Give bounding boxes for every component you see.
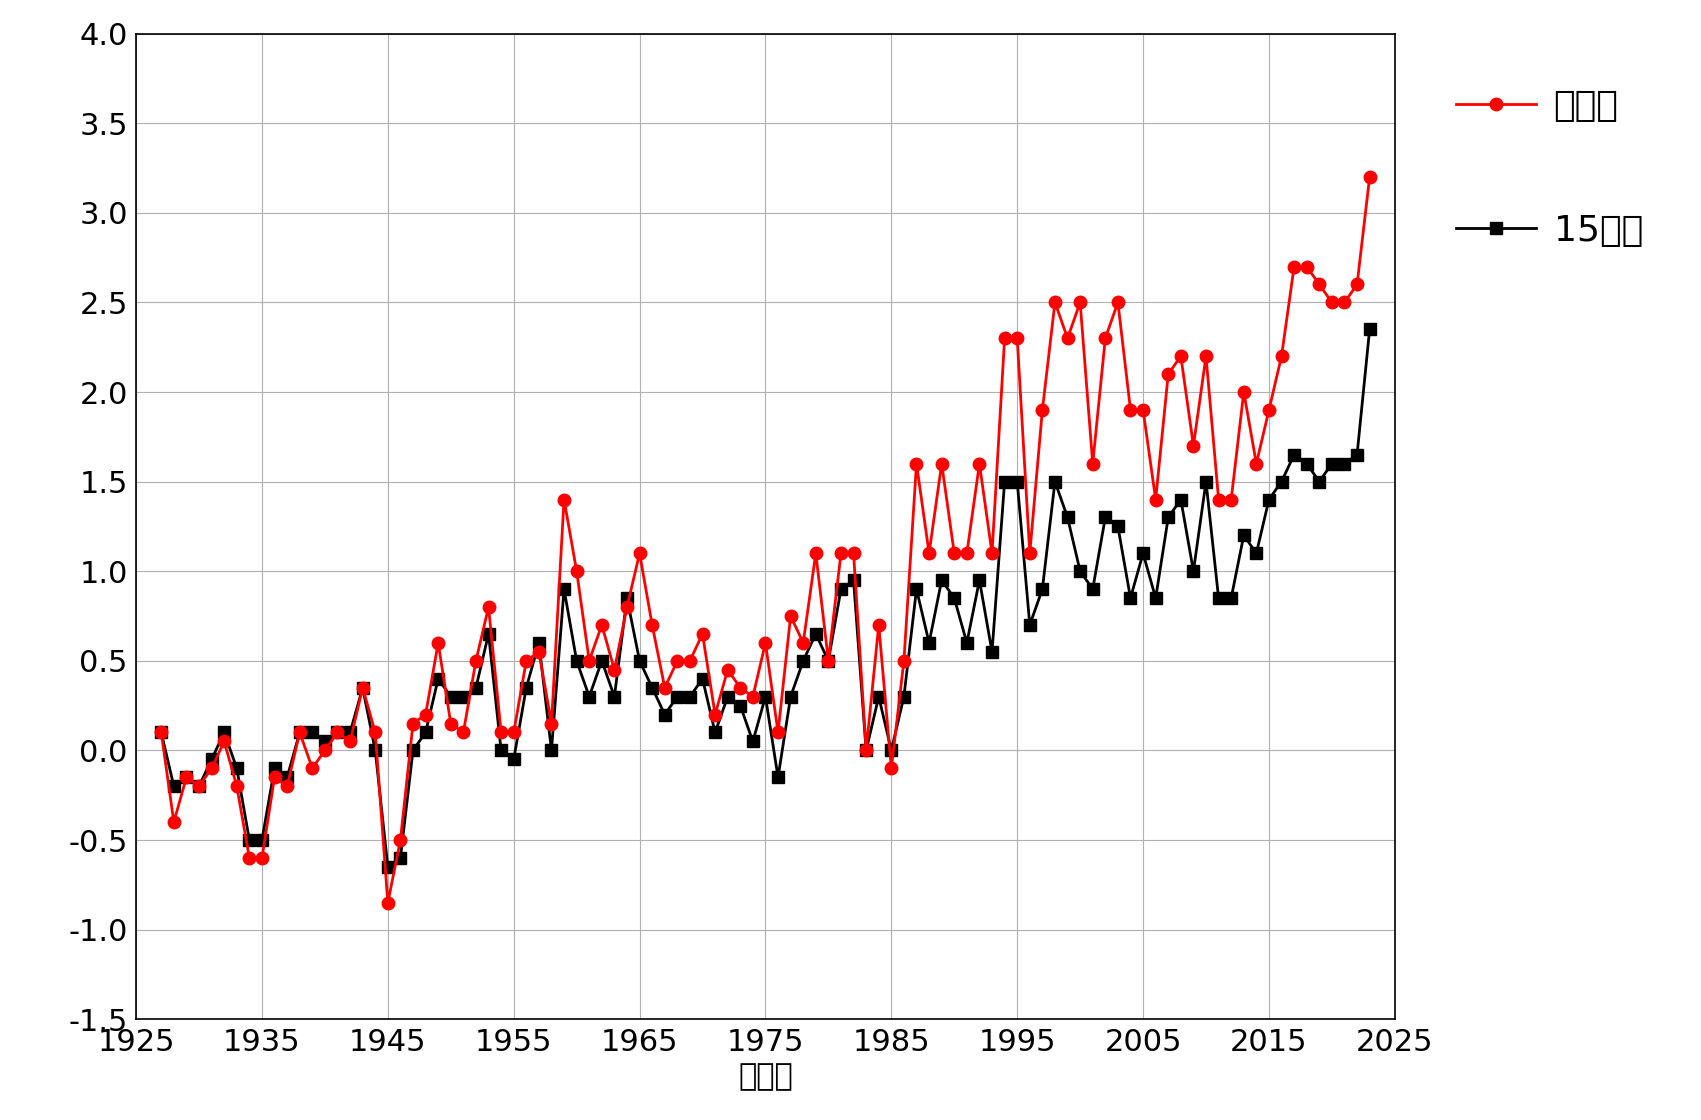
15地点 [856, 744, 876, 757]
15地点 [478, 627, 498, 641]
名古屋 [767, 726, 788, 739]
Legend: 名古屋, 15地点: 名古屋, 15地点 [1437, 72, 1660, 265]
15地点 [1095, 511, 1116, 524]
15地点 [767, 771, 788, 784]
名古屋 [478, 600, 498, 614]
名古屋 [1359, 170, 1380, 184]
名古屋 [189, 780, 209, 793]
Line: 15地点: 15地点 [155, 323, 1376, 874]
名古屋 [856, 744, 876, 757]
Line: 名古屋: 名古屋 [155, 170, 1376, 909]
15地点 [1359, 323, 1380, 336]
15地点 [189, 780, 209, 793]
15地点 [378, 860, 398, 874]
名古屋 [1095, 332, 1116, 345]
名古屋 [151, 726, 172, 739]
X-axis label: （年）: （年） [738, 1062, 793, 1091]
15地点 [151, 726, 172, 739]
名古屋 [240, 851, 260, 865]
15地点 [240, 833, 260, 847]
名古屋 [378, 896, 398, 909]
